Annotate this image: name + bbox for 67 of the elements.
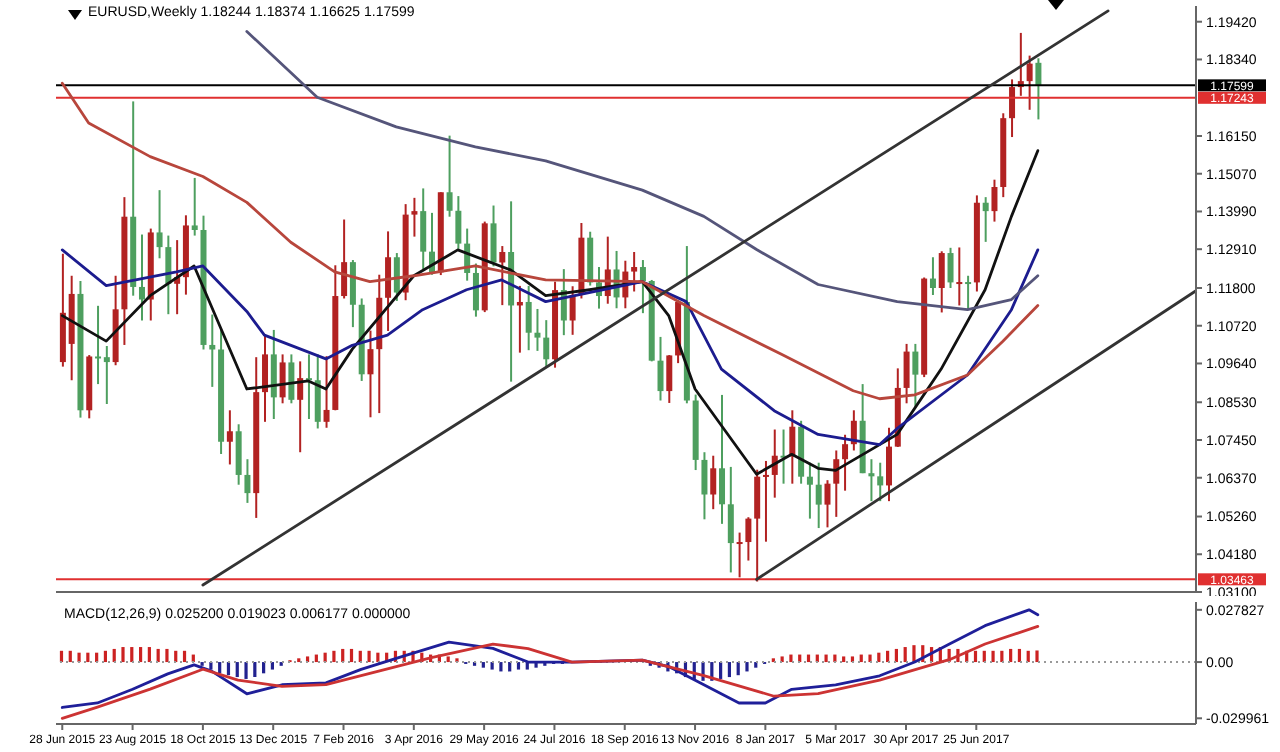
line-series [60, 81, 1040, 401]
candlestick [305, 353, 312, 421]
candlestick [965, 274, 972, 311]
candlestick [754, 468, 761, 583]
candlestick [525, 284, 532, 352]
candlestick [719, 393, 726, 525]
candlestick [903, 342, 910, 405]
line-series [60, 248, 1040, 446]
candlestick [710, 454, 717, 511]
candlestick [947, 246, 954, 289]
candlestick [1035, 57, 1042, 121]
candlestick [657, 335, 664, 402]
candlestick [191, 176, 198, 237]
candlestick [666, 354, 673, 404]
candlestick [270, 328, 277, 421]
candlestick [385, 230, 392, 332]
candlestick [938, 250, 945, 314]
candlestick [103, 345, 110, 405]
candlestick [587, 230, 594, 287]
candlestick [701, 451, 708, 521]
candlestick [877, 461, 884, 503]
candlestick [323, 355, 330, 429]
candlestick [349, 259, 356, 329]
candlestick [244, 458, 251, 504]
candlestick [262, 334, 269, 423]
candlestick [1026, 54, 1033, 111]
candlestick [727, 465, 734, 574]
candlestick [1009, 78, 1016, 139]
candlestick [842, 433, 849, 492]
candlestick [815, 461, 822, 530]
candlestick [393, 252, 400, 302]
candlestick [991, 178, 998, 223]
candlestick [455, 195, 462, 250]
candlestick [138, 233, 145, 322]
candlestick [736, 531, 743, 579]
candlestick [534, 307, 541, 352]
candlestick [288, 353, 295, 405]
candlestick [982, 196, 989, 243]
candlestick [367, 329, 374, 419]
candlestick [745, 516, 752, 562]
candlestick [806, 461, 813, 520]
candlestick [886, 426, 893, 503]
candlestick [411, 196, 418, 238]
line-series [60, 608, 1040, 709]
candlestick [226, 409, 233, 466]
candlestick [631, 251, 638, 293]
candlestick [420, 187, 427, 271]
candlestick [824, 479, 831, 529]
candlestick [956, 246, 963, 307]
candlestick [235, 423, 242, 486]
candlestick [762, 459, 769, 543]
candlestick [156, 189, 163, 260]
candlestick [472, 262, 479, 318]
candlestick [868, 458, 875, 503]
candlestick [490, 204, 497, 268]
candlestick [314, 353, 321, 430]
candlestick [639, 259, 646, 315]
line-series [245, 30, 1040, 312]
candlestick [279, 353, 286, 405]
line-series [60, 624, 1040, 720]
candlestick [499, 245, 506, 307]
candlestick [95, 304, 102, 386]
candlestick [446, 134, 453, 218]
candlestick [543, 319, 550, 369]
candlestick [912, 342, 919, 408]
candlestick [929, 256, 936, 296]
candlestick [341, 218, 348, 300]
